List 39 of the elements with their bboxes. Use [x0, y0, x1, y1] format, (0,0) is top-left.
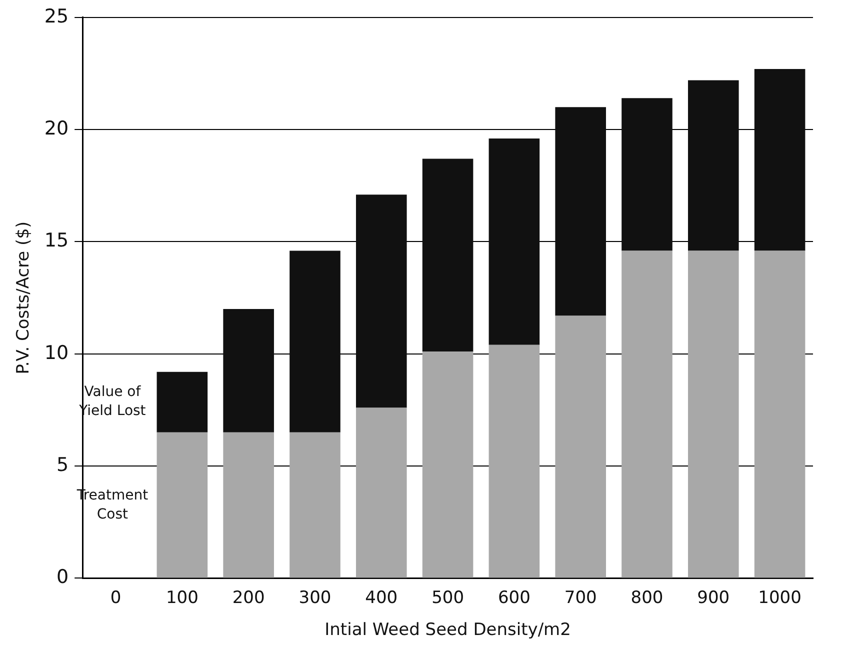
- bar: [422, 352, 474, 578]
- x-tick-label: 600: [498, 588, 530, 608]
- x-tick-label: 800: [630, 588, 664, 608]
- x-axis-title: Intial Weed Seed Density/m2: [324, 620, 571, 640]
- bar: [156, 372, 208, 432]
- y-tick-label: 25: [44, 5, 69, 28]
- x-tick-label: 100: [166, 588, 198, 608]
- x-tick-label: 200: [232, 588, 265, 608]
- y-tick-label: 0: [56, 566, 69, 588]
- bar: [422, 158, 474, 352]
- bar: [688, 80, 739, 251]
- x-tick-label: 500: [432, 588, 464, 608]
- y-axis-title: P.V. Costs/Acre ($): [14, 221, 34, 374]
- bar: [622, 250, 672, 578]
- y-tick-label: 15: [44, 230, 69, 252]
- x-tick-label: 0: [110, 588, 122, 608]
- bar: [488, 344, 540, 578]
- bar: [754, 250, 806, 578]
- x-tick-label: 900: [697, 588, 730, 608]
- x-tick-label: 700: [564, 588, 597, 608]
- y-tick-label: 20: [44, 117, 69, 140]
- bar: [356, 408, 407, 578]
- bar: [356, 194, 407, 408]
- bar: [688, 250, 739, 578]
- bar: [555, 107, 606, 316]
- bar: [156, 432, 208, 578]
- bar: [555, 316, 606, 578]
- bar: [290, 432, 340, 578]
- bar: [622, 98, 672, 251]
- y-tick-label: 10: [44, 342, 69, 364]
- bar: [223, 309, 274, 432]
- x-tick-label: 300: [298, 588, 332, 608]
- x-tick-label: 1000: [758, 588, 802, 608]
- x-tick-label: 400: [365, 588, 398, 608]
- y-tick-label: 5: [56, 454, 69, 476]
- bar: [754, 68, 806, 251]
- bar: [223, 432, 274, 578]
- bar: [290, 250, 340, 432]
- bar: [488, 138, 540, 345]
